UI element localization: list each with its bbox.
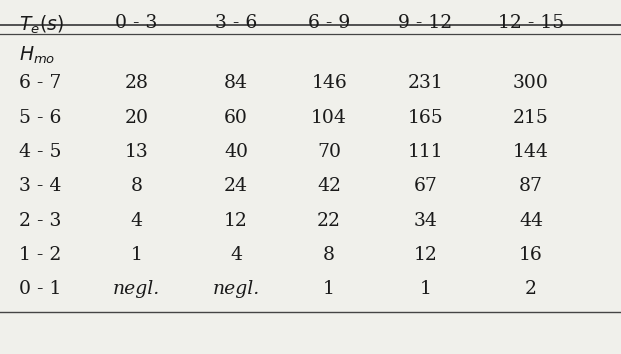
Text: negl.: negl.: [113, 280, 160, 298]
Text: 2: 2: [525, 280, 537, 298]
Text: 165: 165: [407, 109, 443, 127]
Text: 40: 40: [224, 143, 248, 161]
Text: 1: 1: [130, 246, 143, 264]
Text: 231: 231: [407, 74, 443, 92]
Text: 67: 67: [414, 177, 437, 195]
Text: 28: 28: [125, 74, 148, 92]
Text: 1 - 2: 1 - 2: [19, 246, 61, 264]
Text: $T_e(s)$: $T_e(s)$: [19, 14, 63, 36]
Text: 24: 24: [224, 177, 248, 195]
Text: 8: 8: [323, 246, 335, 264]
Text: 4 - 5: 4 - 5: [19, 143, 61, 161]
Text: 3 - 4: 3 - 4: [19, 177, 61, 195]
Text: 104: 104: [311, 109, 347, 127]
Text: 4: 4: [130, 212, 143, 230]
Text: 60: 60: [224, 109, 248, 127]
Text: 20: 20: [125, 109, 148, 127]
Text: 0 - 3: 0 - 3: [116, 14, 158, 32]
Text: 300: 300: [513, 74, 549, 92]
Text: 12 - 15: 12 - 15: [498, 14, 564, 32]
Text: 111: 111: [407, 143, 443, 161]
Text: 144: 144: [513, 143, 549, 161]
Text: 22: 22: [317, 212, 341, 230]
Text: 1: 1: [419, 280, 432, 298]
Text: negl.: negl.: [212, 280, 260, 298]
Text: 215: 215: [513, 109, 549, 127]
Text: 12: 12: [414, 246, 437, 264]
Text: 42: 42: [317, 177, 341, 195]
Text: 87: 87: [519, 177, 543, 195]
Text: $H_{mo}$: $H_{mo}$: [19, 44, 55, 65]
Text: 1: 1: [323, 280, 335, 298]
Text: 44: 44: [519, 212, 543, 230]
Text: 6 - 7: 6 - 7: [19, 74, 61, 92]
Text: 6 - 9: 6 - 9: [308, 14, 350, 32]
Text: 2 - 3: 2 - 3: [19, 212, 61, 230]
Text: 16: 16: [519, 246, 543, 264]
Text: 146: 146: [311, 74, 347, 92]
Text: 12: 12: [224, 212, 248, 230]
Text: 0 - 1: 0 - 1: [19, 280, 61, 298]
Text: 70: 70: [317, 143, 341, 161]
Text: 84: 84: [224, 74, 248, 92]
Text: 9 - 12: 9 - 12: [398, 14, 453, 32]
Text: 34: 34: [414, 212, 437, 230]
Text: 3 - 6: 3 - 6: [215, 14, 257, 32]
Text: 4: 4: [230, 246, 242, 264]
Text: 5 - 6: 5 - 6: [19, 109, 61, 127]
Text: 8: 8: [130, 177, 143, 195]
Text: 13: 13: [125, 143, 148, 161]
